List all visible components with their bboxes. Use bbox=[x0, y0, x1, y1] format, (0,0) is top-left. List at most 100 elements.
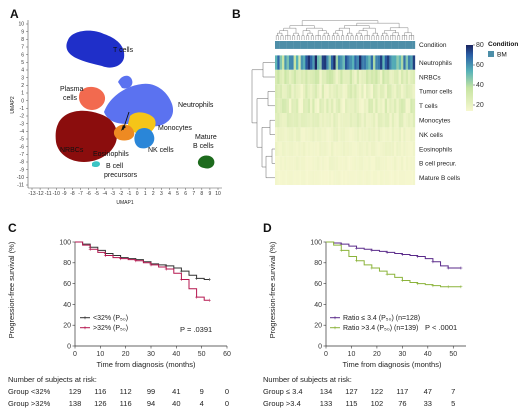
heatmap-cell bbox=[356, 170, 360, 185]
heatmap-cell bbox=[356, 98, 360, 113]
heatmap-cell bbox=[296, 55, 299, 70]
heatmap-cell bbox=[335, 55, 339, 70]
heatmap-cell bbox=[375, 55, 378, 70]
risk-value: 102 bbox=[371, 399, 384, 408]
heatmap-cell bbox=[289, 170, 292, 185]
heatmap-cell bbox=[391, 170, 395, 185]
heatmap-cell bbox=[387, 170, 390, 185]
heatmap-cell bbox=[310, 170, 313, 185]
heatmap-cell bbox=[335, 69, 339, 85]
heatmap-cell bbox=[368, 98, 371, 113]
heatmap-cell bbox=[396, 55, 399, 70]
heatmap-row-label: NRBCs bbox=[419, 74, 441, 81]
heatmap-cell bbox=[293, 55, 297, 70]
condition-cell bbox=[335, 41, 339, 49]
cluster-t-cells bbox=[66, 30, 125, 68]
heatmap-cell bbox=[349, 156, 353, 171]
heatmap-cell bbox=[300, 156, 304, 171]
km-x-tick-label: 20 bbox=[122, 351, 130, 358]
cluster-neutrophils-tail bbox=[118, 75, 133, 89]
heatmap-cell bbox=[314, 84, 318, 99]
heatmap-cell bbox=[300, 84, 304, 99]
heatmap-cell bbox=[389, 127, 392, 142]
umap-y-label: UMAP2 bbox=[10, 96, 16, 113]
heatmap-cell bbox=[363, 141, 367, 157]
heatmap-cell bbox=[347, 141, 350, 157]
heatmap-cell bbox=[352, 170, 355, 185]
heatmap-cell bbox=[307, 113, 311, 128]
heatmap-cell bbox=[408, 98, 411, 113]
heatmap-cell bbox=[352, 55, 355, 70]
heatmap-cell bbox=[361, 127, 364, 142]
heatmap-cell bbox=[408, 113, 411, 128]
heatmap-cell bbox=[328, 127, 332, 142]
condition-cell bbox=[321, 41, 325, 49]
condition-cell bbox=[398, 41, 402, 49]
umap-x-tick-label: -12 bbox=[36, 191, 43, 197]
umap-y-tick-label: 9 bbox=[21, 29, 24, 35]
heatmap-cell bbox=[363, 69, 367, 85]
heatmap-cell bbox=[405, 156, 409, 171]
heatmap-cell bbox=[324, 127, 327, 142]
umap-y-tick-label: -2 bbox=[20, 114, 25, 120]
heatmap-cell bbox=[293, 98, 297, 113]
label-monocytes: Monocytes bbox=[158, 125, 192, 132]
heatmap-cell bbox=[303, 170, 306, 185]
umap-x-tick-label: 4 bbox=[168, 191, 171, 197]
heatmap-cell bbox=[275, 55, 278, 70]
heatmap-cell bbox=[361, 69, 364, 85]
heatmap-cell bbox=[307, 156, 311, 171]
heatmap-cell bbox=[380, 141, 383, 157]
heatmap-cell bbox=[291, 156, 294, 171]
heatmap-row-label: Mature B cells bbox=[419, 175, 461, 182]
umap-x-tick-label: -6 bbox=[86, 191, 91, 197]
heatmap-cell bbox=[298, 55, 301, 70]
heatmap-cell bbox=[347, 69, 350, 85]
heatmap-cell bbox=[282, 156, 285, 171]
heatmap-cell bbox=[405, 55, 409, 70]
condition-cell bbox=[310, 41, 313, 49]
heatmap-cell bbox=[410, 141, 413, 157]
heatmap-cell bbox=[352, 84, 355, 99]
heatmap-cell bbox=[342, 55, 346, 70]
heatmap-cell bbox=[321, 84, 325, 99]
heatmap-cell bbox=[300, 55, 304, 70]
km-series-line bbox=[326, 241, 461, 269]
heatmap-cell bbox=[296, 69, 299, 85]
heatmap-cell bbox=[289, 141, 292, 157]
heatmap-cell bbox=[349, 141, 353, 157]
heatmap-cell bbox=[328, 84, 332, 99]
umap-y-tick-label: -6 bbox=[20, 144, 25, 150]
umap-y-tick-label: -8 bbox=[20, 160, 25, 166]
heatmap-cell bbox=[317, 127, 320, 142]
heatmap-cell bbox=[303, 69, 306, 85]
umap-y-tick-label: -1 bbox=[20, 106, 25, 112]
heatmap-cell bbox=[328, 69, 332, 85]
risk-value: 112 bbox=[120, 387, 132, 396]
heatmap-cell bbox=[340, 55, 343, 70]
condition-cell bbox=[410, 41, 413, 49]
umap-x-tick-label: -2 bbox=[119, 191, 124, 197]
condition-legend-swatch bbox=[488, 51, 494, 57]
label-plasma-2: cells bbox=[63, 95, 78, 102]
risk-value: 127 bbox=[345, 387, 358, 396]
cluster-neutrophils bbox=[104, 83, 174, 127]
heatmap-cell bbox=[405, 170, 409, 185]
heatmap-cell bbox=[314, 98, 318, 113]
heatmap-cell bbox=[326, 141, 329, 157]
heatmap-cell bbox=[307, 84, 311, 99]
heatmap-cell bbox=[296, 156, 299, 171]
heatmap-cell bbox=[363, 98, 367, 113]
heatmap-cell bbox=[319, 113, 322, 128]
condition-cell bbox=[394, 41, 397, 49]
umap-x-tick-label: -8 bbox=[70, 191, 75, 197]
umap-y-tick-label: 8 bbox=[21, 37, 24, 43]
heatmap-cell bbox=[398, 141, 402, 157]
heatmap-cell bbox=[279, 98, 283, 113]
heatmap-cell bbox=[347, 55, 350, 70]
heatmap-cell bbox=[319, 84, 322, 99]
km-y-tick-label: 20 bbox=[63, 323, 71, 330]
heatmap-cell bbox=[401, 55, 404, 70]
heatmap-cell bbox=[333, 98, 336, 113]
umap-x-tick-label: 3 bbox=[160, 191, 163, 197]
